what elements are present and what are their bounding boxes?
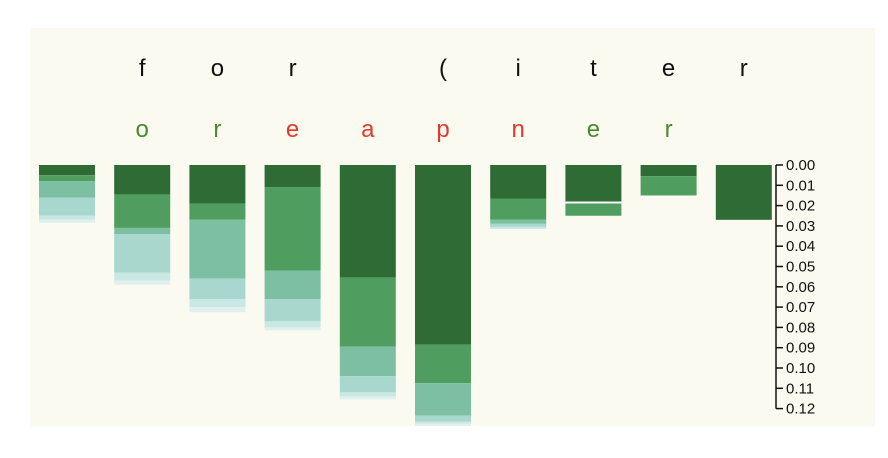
bar-segment (189, 307, 246, 313)
bar-segment (339, 346, 396, 377)
input-token-label: t (590, 55, 597, 82)
input-token-label: r (740, 55, 748, 82)
bar-segment (189, 203, 246, 220)
y-axis-tick-label: 0.02 (786, 198, 815, 215)
bar-segment (415, 344, 471, 384)
input-token-label: i (516, 55, 521, 82)
bar-segment (264, 270, 321, 299)
y-axis-tick-label: 0.05 (786, 259, 815, 276)
bar-segment (415, 165, 471, 345)
bar-segment (339, 277, 396, 347)
y-axis-tick-label: 0.00 (786, 157, 815, 174)
predicted-token-label: a (361, 116, 375, 143)
bar-segment (264, 327, 321, 331)
stacked-bar-chart: f o r ( i t e r o r e a p n e r 0.00 0.01 0.02 0.03 0.04 0.05… (39, 55, 815, 426)
bar-segment (415, 423, 471, 426)
y-axis-tick-label: 0.11 (786, 380, 814, 397)
bar-segment (39, 175, 95, 182)
bar-segment (490, 165, 547, 199)
input-token-label: r (289, 55, 297, 82)
y-axis-tick-label: 0.10 (786, 360, 815, 377)
bar-segment (490, 226, 547, 229)
bar-segment (39, 165, 95, 176)
bar-segment (189, 278, 246, 299)
bar-segment (114, 165, 171, 195)
input-token-label: ( (439, 55, 447, 82)
predicted-token-label: r (665, 116, 673, 143)
input-token-label: f (139, 55, 146, 82)
predicted-token-label: p (436, 116, 449, 143)
y-axis-tick-label: 0.08 (786, 319, 815, 336)
y-axis-tick-label: 0.07 (786, 299, 815, 316)
bar-segment (339, 392, 396, 397)
bar-segment (264, 165, 321, 188)
bar-segment (490, 223, 547, 227)
bar-segment (114, 194, 171, 228)
y-axis-tick-label: 0.03 (786, 218, 815, 235)
bar-segment (189, 219, 246, 279)
bar-segment (114, 280, 171, 285)
bar-segment (415, 383, 471, 416)
bar-segment (490, 198, 547, 220)
bar-segment (415, 421, 471, 424)
bar-segment (264, 187, 321, 271)
bar-segment (39, 219, 95, 223)
bar-segment (339, 165, 396, 278)
y-axis-tick-label: 0.06 (786, 279, 815, 296)
bar-segment (640, 176, 697, 196)
bar-segment (565, 202, 622, 216)
bar-segment (640, 165, 697, 177)
bar-segment (189, 298, 246, 308)
predicted-token-label: n (512, 116, 525, 143)
y-axis-tick-label: 0.09 (786, 340, 815, 357)
predicted-token-label: o (136, 116, 149, 143)
predicted-token-label: r (213, 116, 221, 143)
bar-segment (39, 215, 95, 220)
bar-segment (39, 181, 95, 198)
bar-segment (114, 234, 171, 273)
bar-segment (715, 165, 772, 220)
bar-segment (114, 227, 171, 235)
bar-segment (565, 165, 622, 203)
bar-segment (339, 376, 396, 393)
bar-segment (490, 219, 547, 224)
bar-segment (39, 197, 95, 216)
bar-segment (114, 272, 171, 281)
predicted-token-label: e (587, 116, 600, 143)
y-axis-tick-label: 0.12 (786, 401, 815, 418)
bar-segment (415, 415, 471, 422)
chart-panel: f o r ( i t e r o r e a p n e r 0.00 0.01 0.02 0.03 0.04 0.05… (30, 28, 875, 426)
predicted-token-label: e (286, 116, 299, 143)
input-token-label: o (211, 55, 224, 82)
input-token-label: e (662, 55, 675, 82)
bar-segment (264, 298, 321, 322)
bar-segment (264, 321, 321, 328)
y-axis-tick-label: 0.04 (786, 238, 815, 255)
bar-segment (339, 396, 396, 400)
bar-segment (189, 165, 246, 204)
y-axis-tick-label: 0.01 (786, 177, 815, 194)
